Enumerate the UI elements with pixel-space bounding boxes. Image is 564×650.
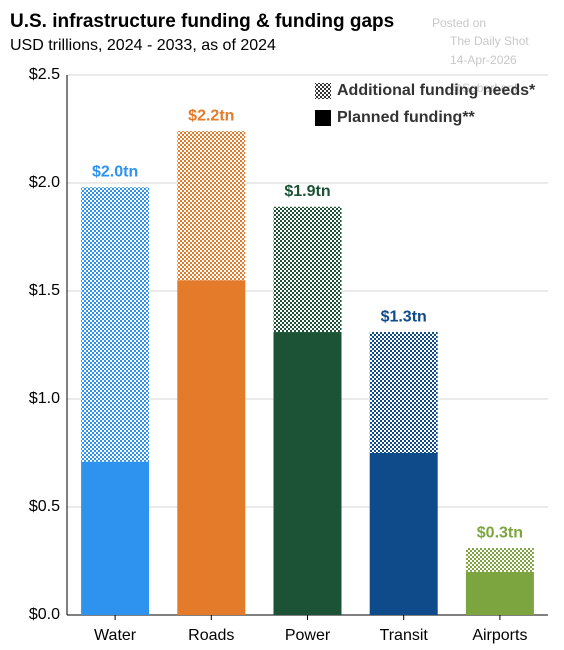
bar-segment — [177, 131, 246, 281]
bar-segment — [465, 571, 534, 615]
y-tick-label: $2.0 — [29, 174, 60, 191]
total-label: $0.3tn — [477, 524, 523, 541]
bar-segment — [369, 453, 438, 615]
chart-title: U.S. infrastructure funding & funding ga… — [10, 11, 394, 32]
legend-swatch — [315, 83, 331, 99]
x-tick-label: Roads — [188, 627, 234, 644]
legend-swatch — [315, 110, 331, 126]
legend-label: Planned funding** — [337, 109, 476, 126]
x-tick-label: Water — [94, 627, 137, 644]
watermark: @SoberLook — [450, 81, 521, 95]
y-tick-label: $1.0 — [29, 390, 60, 407]
bar-segment — [177, 280, 246, 615]
x-tick-label: Transit — [380, 627, 429, 644]
y-tick-label: $0.0 — [29, 606, 60, 623]
y-tick-label: $1.5 — [29, 282, 60, 299]
bar-segment — [81, 187, 150, 462]
y-tick-label: $2.5 — [29, 66, 60, 83]
bar-segment — [369, 332, 438, 453]
bar-segment — [81, 461, 150, 615]
watermark: The Daily Shot — [450, 34, 529, 48]
x-tick-label: Power — [285, 627, 331, 644]
watermark: Posted on — [432, 16, 486, 30]
total-label: $1.3tn — [381, 308, 427, 325]
total-label: $2.2tn — [188, 107, 234, 124]
legend-label: Additional funding needs* — [337, 82, 536, 99]
x-tick-label: Airports — [472, 627, 527, 644]
chart-subtitle: USD trillions, 2024 - 2033, as of 2024 — [10, 37, 276, 54]
y-tick-label: $0.5 — [29, 498, 60, 515]
bar-segment — [273, 206, 342, 333]
bar-segment — [465, 548, 534, 572]
total-label: $1.9tn — [284, 183, 330, 200]
watermark: 14-Apr-2026 — [450, 53, 517, 67]
bar-segment — [273, 332, 342, 615]
total-label: $2.0tn — [92, 164, 138, 181]
